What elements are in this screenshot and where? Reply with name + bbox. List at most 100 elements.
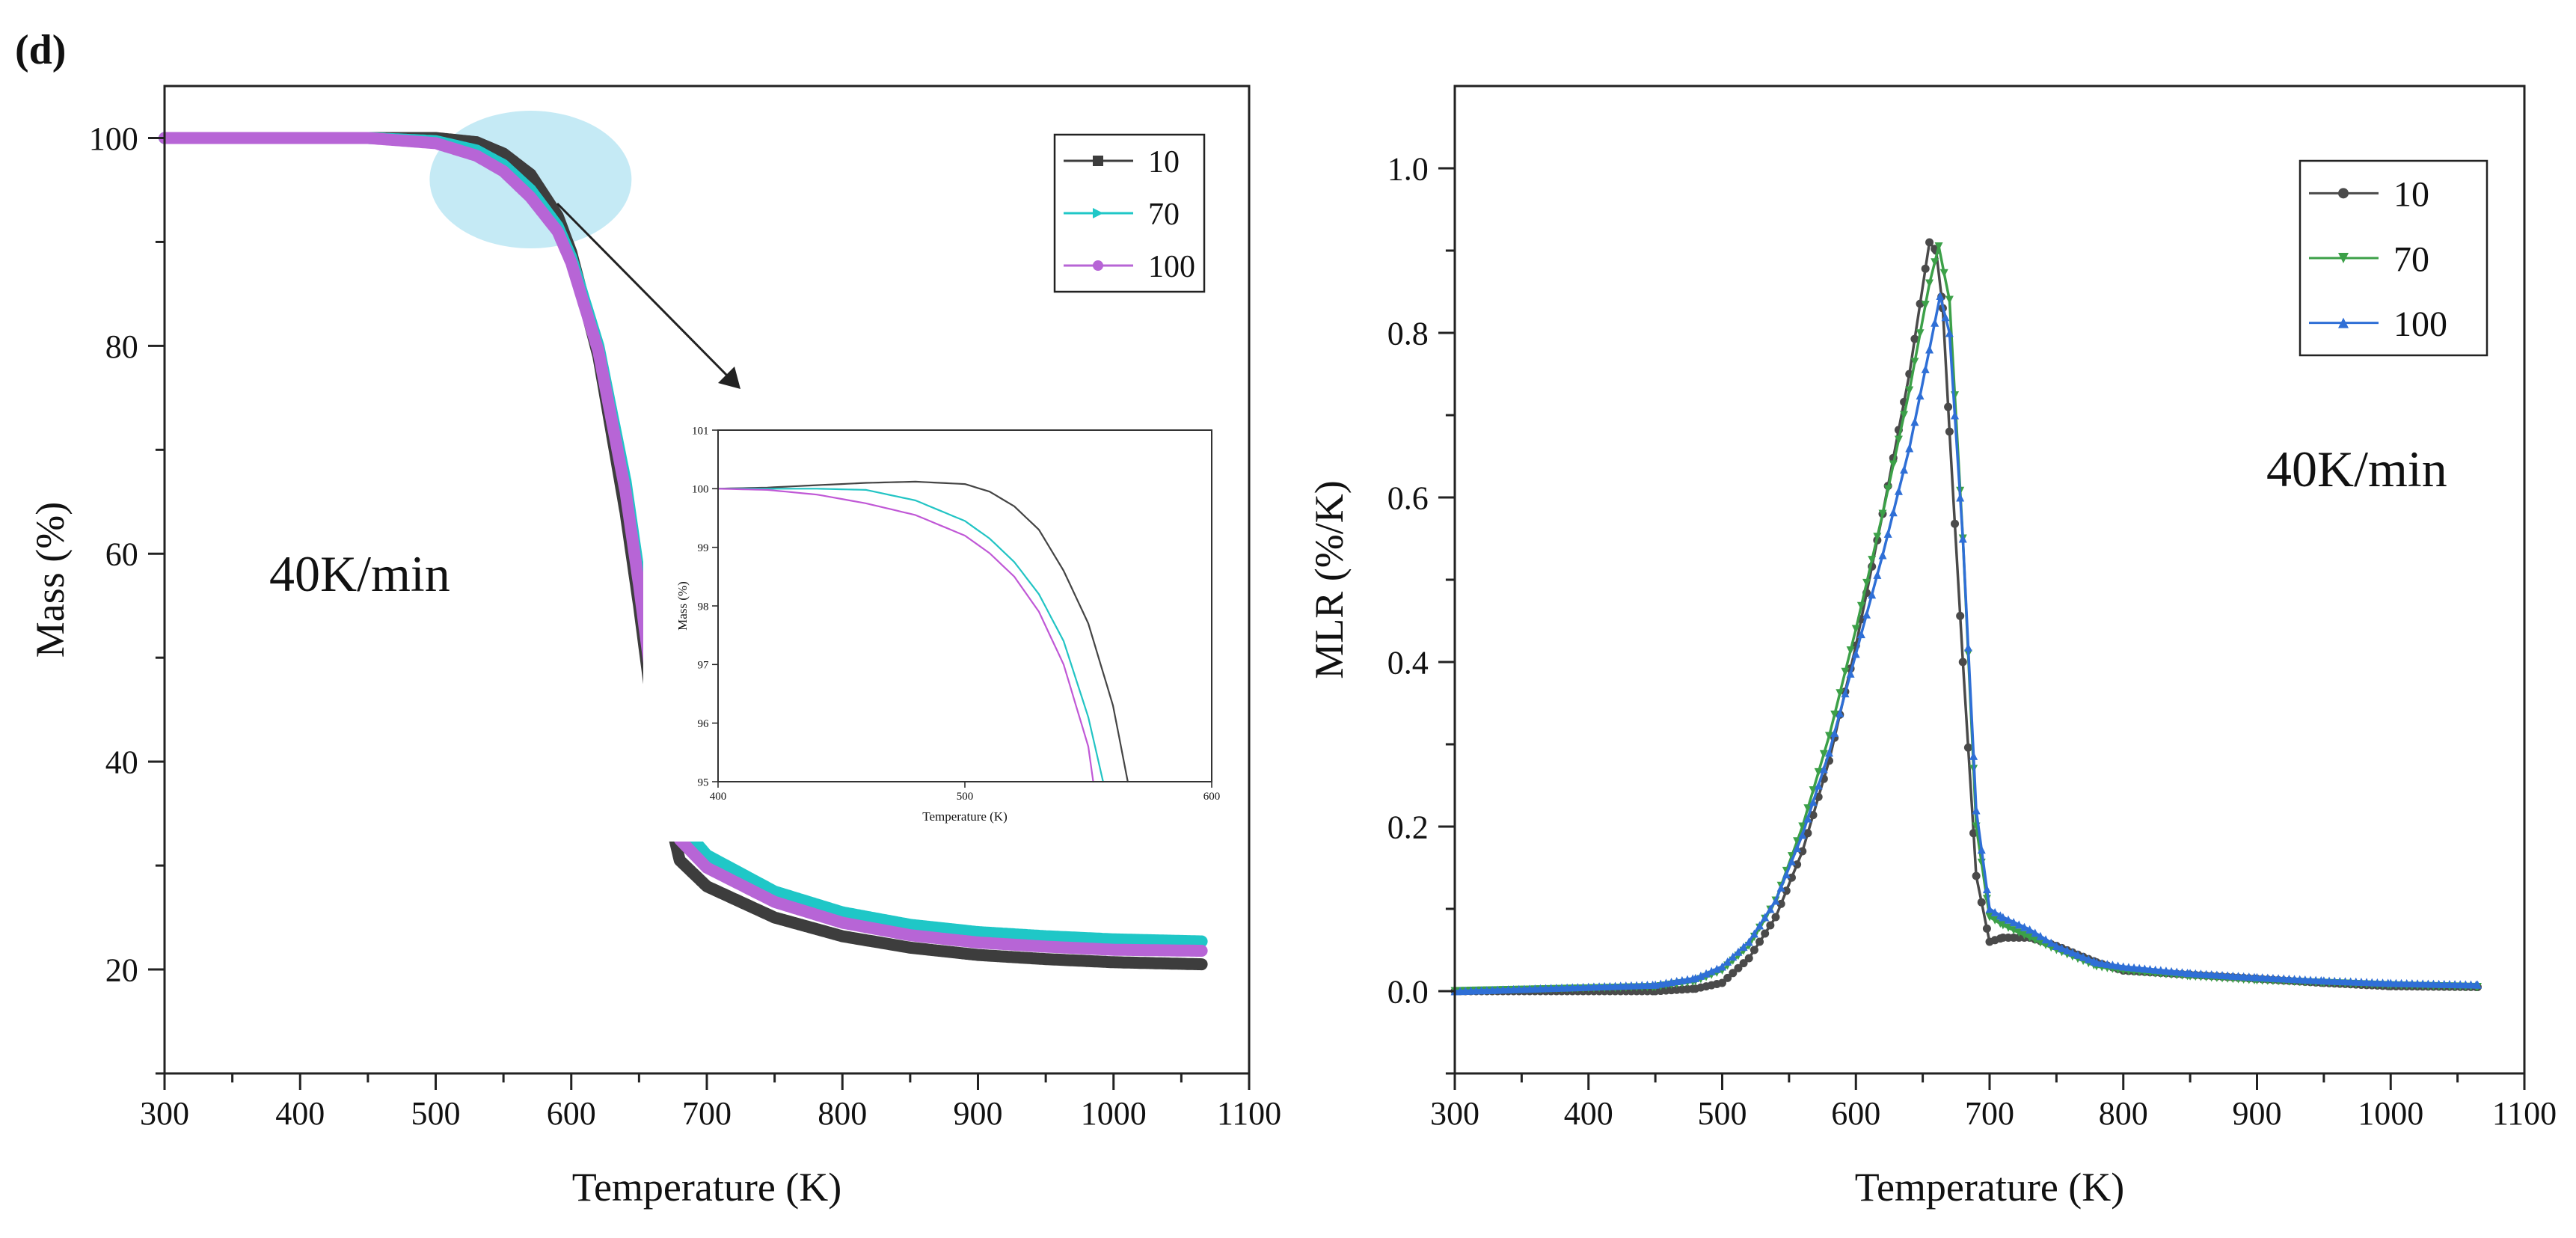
x-tick-label: 300	[140, 1095, 189, 1132]
data-point	[1803, 804, 1812, 813]
data-point	[1744, 954, 1753, 963]
data-point	[2058, 943, 2067, 952]
y-tick-label: 99	[698, 542, 709, 554]
mass-chart: 300 400 500 600 700 800 900 1000 1100 20 40 60 80 100…	[28, 85, 1281, 1210]
data-point	[1963, 643, 1972, 652]
series-10	[717, 480, 1129, 783]
data-point	[1627, 981, 1636, 990]
x-tick-label: 700	[1965, 1095, 2014, 1132]
series-100	[1450, 292, 2482, 996]
data-point	[2167, 966, 2176, 975]
data-point	[1504, 985, 1512, 994]
data-point	[1836, 708, 1844, 717]
data-point	[1691, 973, 1700, 982]
data-point	[1509, 984, 1518, 993]
data-point	[1563, 983, 1571, 992]
y-tick-label: 98	[698, 601, 709, 613]
data-point	[2140, 964, 2149, 973]
data-point	[1868, 590, 1877, 599]
data-point	[1910, 358, 1919, 367]
x-tick-label: 500	[957, 791, 974, 803]
data-point	[1856, 630, 1865, 639]
data-point	[2186, 969, 2195, 978]
data-point	[1515, 984, 1524, 993]
data-point	[2311, 975, 2320, 984]
data-point	[2413, 979, 2422, 988]
data-point	[1945, 295, 1954, 304]
legend-label-10: 10	[1148, 145, 1180, 180]
series-100	[717, 488, 1094, 783]
data-point	[1595, 982, 1604, 991]
data-point	[2402, 978, 2411, 987]
data-point	[1941, 313, 1950, 322]
data-point	[1547, 984, 1556, 993]
zoom-arrow-layer	[556, 202, 740, 389]
data-point	[2119, 962, 2128, 971]
data-point	[1939, 269, 1948, 278]
data-point	[2456, 980, 2465, 989]
inset-series-layer	[717, 480, 1129, 783]
x-tick-label: 600	[547, 1095, 596, 1132]
inset-ticks: 400 500 600 95 96 97 98 99 100 101	[692, 425, 1220, 803]
panel-label: (d)	[15, 27, 66, 73]
data-point	[1793, 860, 1802, 869]
data-point	[1900, 411, 1909, 420]
data-point	[2129, 963, 2138, 972]
legend-label-100: 100	[1148, 250, 1195, 284]
data-point	[1696, 971, 1705, 980]
data-point	[2156, 966, 2165, 975]
data-point	[1734, 963, 1743, 972]
data-point	[2177, 968, 2186, 977]
data-point	[1916, 329, 1925, 338]
data-point	[1552, 984, 1561, 993]
data-point	[1977, 898, 1986, 907]
x-tick-label: 800	[2099, 1095, 2148, 1132]
data-point	[2079, 952, 2088, 961]
data-point	[1579, 982, 1588, 991]
data-point	[1862, 578, 1871, 587]
data-point	[1921, 301, 1930, 310]
data-point	[1637, 981, 1646, 990]
legend-marker-10	[1093, 156, 1103, 166]
data-point	[2009, 918, 2018, 927]
x-tick-label: 1100	[2492, 1095, 2557, 1132]
mass-chart-y-axis-label: Mass (%)	[28, 502, 73, 658]
data-point	[2212, 970, 2221, 979]
data-point	[2114, 961, 2123, 970]
data-point	[1723, 973, 1732, 982]
data-point	[2418, 979, 2427, 988]
data-point	[1982, 885, 1991, 894]
data-point	[1814, 767, 1823, 776]
y-tick-label: 0.8	[1387, 315, 1429, 352]
data-point	[1958, 658, 1967, 667]
inset-background	[643, 423, 1234, 842]
data-point	[1910, 417, 1919, 426]
series-line-100	[717, 488, 1094, 783]
data-point	[1925, 279, 1934, 288]
data-point	[1819, 764, 1828, 773]
data-point	[2063, 946, 2072, 954]
data-point	[2084, 954, 2093, 963]
x-tick-label: 400	[275, 1095, 325, 1132]
data-point	[1921, 264, 1930, 273]
data-point	[2052, 942, 2061, 950]
data-point	[2239, 972, 2248, 981]
data-point	[2435, 979, 2444, 988]
data-point	[1589, 982, 1598, 991]
data-point	[2228, 971, 2237, 980]
legend-label-10: 10	[2393, 175, 2429, 215]
data-point	[2068, 948, 2077, 957]
data-point	[2429, 979, 2438, 988]
data-point	[1793, 837, 1802, 846]
data-point	[1632, 981, 1641, 990]
data-point	[1925, 345, 1934, 354]
y-tick-label: 0.2	[1387, 809, 1429, 845]
data-point	[2162, 966, 2171, 975]
data-point	[1999, 913, 2008, 922]
data-point	[2108, 960, 2117, 969]
data-point	[2046, 938, 2055, 947]
data-point	[1883, 485, 1892, 494]
legend-marker-100	[2338, 317, 2349, 328]
y-tick-label: 101	[692, 425, 709, 437]
